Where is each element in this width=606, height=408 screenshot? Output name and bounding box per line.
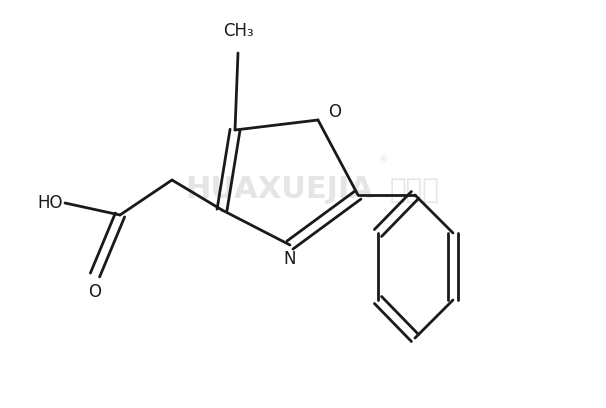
Text: ®: ® xyxy=(378,155,388,165)
Text: HO: HO xyxy=(38,194,63,212)
Text: HUAXUEJIA: HUAXUEJIA xyxy=(185,175,373,204)
Text: O: O xyxy=(88,283,101,301)
Text: N: N xyxy=(284,250,296,268)
Text: CH₃: CH₃ xyxy=(222,22,253,40)
Text: O: O xyxy=(328,103,341,121)
Text: 化学加: 化学加 xyxy=(390,176,440,204)
